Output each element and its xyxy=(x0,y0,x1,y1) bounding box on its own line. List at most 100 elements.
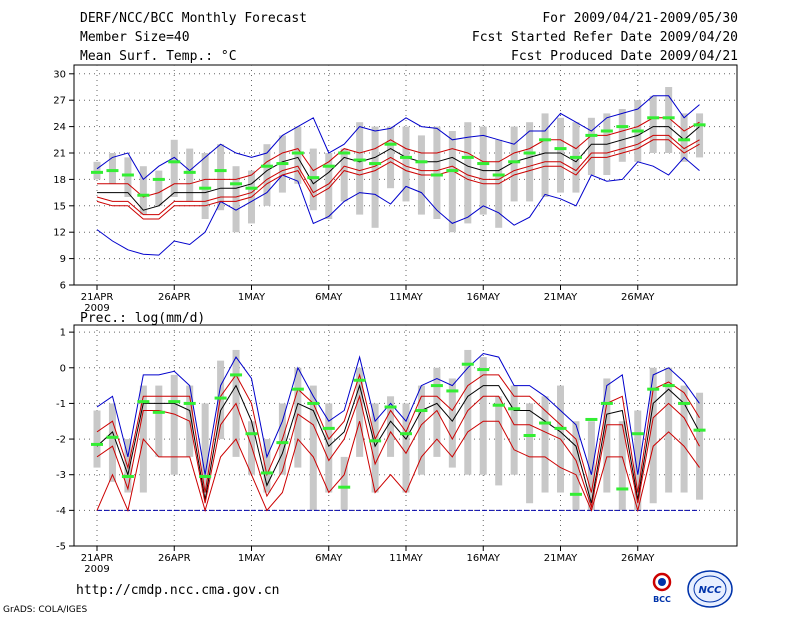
precip-xtick-label: 26MAY xyxy=(621,553,655,564)
precip-ensemble-bar xyxy=(495,396,503,486)
temp-observation-marker xyxy=(230,182,243,186)
temp-ytick-label: 21 xyxy=(53,149,66,160)
chart-title: DERF/NCC/BCC Monthly Forecast xyxy=(80,11,307,26)
temp-observation-marker xyxy=(569,155,582,159)
precip-ensemble-bar xyxy=(108,403,116,482)
temp-ensemble-bar xyxy=(108,153,116,184)
temp-observation-marker xyxy=(662,116,675,120)
temp-observation-marker xyxy=(260,164,273,168)
temp-ensemble-bar xyxy=(124,157,132,197)
temp-observation-marker xyxy=(539,138,552,142)
precip-series-mean xyxy=(96,383,700,504)
temp-year-label: 2009 xyxy=(84,303,109,314)
temp-observation-marker xyxy=(199,186,212,190)
temp-observation-marker xyxy=(616,125,629,129)
precip-observation-marker xyxy=(523,434,536,437)
temp-ensemble-bar xyxy=(170,139,178,197)
precip-observation-marker xyxy=(693,428,706,432)
precip-ensemble-bar xyxy=(479,357,487,475)
refer-date: Fcst Started Refer Date 2009/04/20 xyxy=(471,30,738,45)
precip-series-envelope_high xyxy=(96,352,700,475)
temp-observation-marker xyxy=(384,142,397,146)
bcc-logo-text: BCC xyxy=(653,595,671,604)
precip-observation-marker xyxy=(230,373,243,377)
temp-xtick-label: 11MAY xyxy=(389,292,423,303)
precip-observation-marker xyxy=(214,396,227,400)
precip-observation-marker xyxy=(508,407,521,411)
precip-observation-marker xyxy=(384,405,397,409)
temp-observation-marker xyxy=(461,155,474,159)
precip-xtick-label: 16MAY xyxy=(466,553,500,564)
temp-observation-marker xyxy=(631,129,644,133)
temp-ytick-label: 9 xyxy=(60,254,66,265)
temp-ensemble-bar xyxy=(587,117,595,175)
precip-observation-marker xyxy=(461,362,474,366)
precip-series-lowest xyxy=(96,420,700,513)
precip-xtick-label: 26APR xyxy=(158,553,191,564)
source-url[interactable]: http://cmdp.ncc.cma.gov.cn xyxy=(76,583,280,598)
temp-ensemble-bar xyxy=(649,95,657,153)
precip-ensemble-bar xyxy=(294,367,302,468)
precip-ensemble-bar xyxy=(402,403,410,493)
temp-xtick-label: 26APR xyxy=(158,292,191,303)
temp-xtick-label: 16MAY xyxy=(466,292,500,303)
temp-ensemble-bar xyxy=(371,126,379,228)
temp-observation-marker xyxy=(647,116,660,120)
precip-observation-marker xyxy=(291,387,304,391)
temp-series-max xyxy=(96,156,700,256)
precip-observation-marker xyxy=(152,410,165,414)
temp-ytick-label: 15 xyxy=(53,201,66,212)
precip-ensemble-bar xyxy=(680,385,688,493)
temp-xtick-label: 26MAY xyxy=(621,292,655,303)
precip-series-lower xyxy=(96,394,700,509)
temp-observation-marker xyxy=(322,164,335,168)
precip-series-upper xyxy=(96,373,700,493)
precip-ensemble-bar xyxy=(371,403,379,493)
precip-observation-marker xyxy=(338,485,351,489)
precip-observation-marker xyxy=(647,387,660,391)
temp-series-mean xyxy=(97,126,700,211)
precip-ensemble-bar xyxy=(510,385,518,475)
precip-year-label: 2009 xyxy=(84,564,109,575)
precip-observation-marker xyxy=(569,492,582,496)
precip-ensemble-bar xyxy=(170,374,178,475)
precip-panel-title: Prec.: log(mm/d) xyxy=(80,311,206,326)
temp-observation-marker xyxy=(245,186,258,190)
precip-xtick-label: 6MAY xyxy=(315,553,343,564)
precip-ytick-label: -2 xyxy=(56,435,66,446)
precip-observation-marker xyxy=(430,384,443,388)
temp-ensemble-bar xyxy=(356,122,364,215)
temp-ensemble-bar xyxy=(680,113,688,162)
temp-ensemble-bar xyxy=(665,87,673,153)
temp-observation-marker xyxy=(477,162,490,166)
precip-observation-marker xyxy=(539,421,552,425)
precip-observation-marker xyxy=(662,384,675,388)
temp-observation-marker xyxy=(600,129,613,133)
precip-ensemble-bar xyxy=(248,421,255,475)
precip-observation-marker xyxy=(245,432,258,436)
precip-ensemble-bar xyxy=(340,456,348,511)
temp-ensemble-bar xyxy=(263,144,271,206)
temp-ensemble-bar xyxy=(309,148,317,211)
precip-observation-marker xyxy=(199,474,212,478)
precip-ytick-label: -3 xyxy=(56,470,66,481)
temp-observation-marker xyxy=(307,176,320,180)
temp-ytick-label: 30 xyxy=(53,69,66,80)
temp-ensemble-bar xyxy=(541,113,549,197)
grads-credit: GrADS: COLA/IGES xyxy=(3,605,88,615)
temp-ensemble-bar xyxy=(464,122,472,224)
precip-observation-marker xyxy=(477,368,490,372)
temp-ensemble-bar xyxy=(402,126,410,202)
precip-observation-marker xyxy=(106,435,119,439)
precip-ensemble-bar xyxy=(572,421,580,511)
temp-xtick-label: 21MAY xyxy=(544,292,578,303)
precip-observation-marker xyxy=(492,403,505,407)
bcc-logo-graphic: BCC xyxy=(652,572,672,604)
temp-xtick-label: 6MAY xyxy=(315,292,343,303)
temp-xtick-label: 1MAY xyxy=(238,292,266,303)
precip-observation-marker xyxy=(631,432,644,436)
temp-observation-marker xyxy=(121,173,134,177)
temp-observation-marker xyxy=(415,160,428,164)
temp-ensemble-bar xyxy=(325,153,333,219)
temp-observation-marker xyxy=(168,160,181,164)
